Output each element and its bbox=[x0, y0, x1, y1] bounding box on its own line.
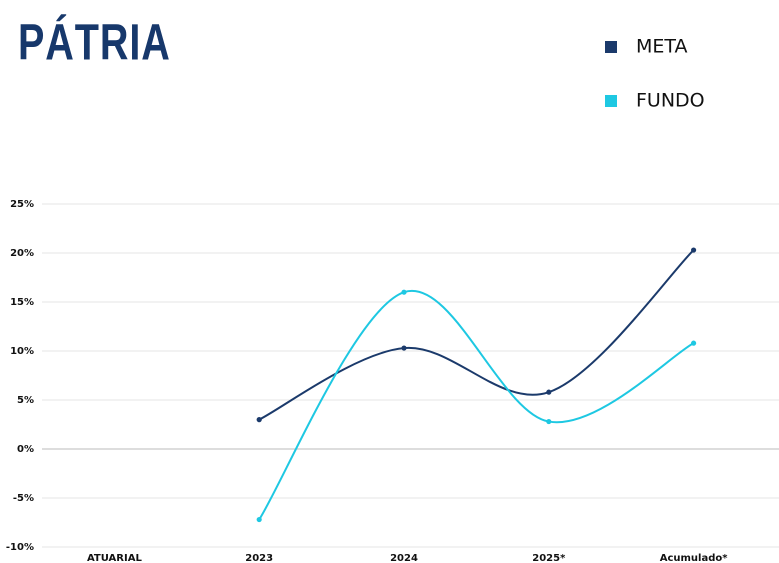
point bbox=[546, 389, 552, 395]
legend-swatch bbox=[605, 41, 617, 53]
y-tick-label: 5% bbox=[17, 395, 34, 406]
legend-label: META bbox=[636, 36, 688, 58]
y-tick-label: 10% bbox=[10, 346, 34, 357]
point bbox=[546, 418, 552, 425]
y-tick-label: 0% bbox=[17, 444, 34, 455]
legend-swatch bbox=[605, 95, 617, 107]
point bbox=[691, 247, 697, 253]
point bbox=[691, 340, 697, 346]
x-tick-label: Acumulado* bbox=[660, 553, 729, 563]
logo: PÁTRIA bbox=[18, 14, 171, 71]
legend-label: FUNDO bbox=[636, 90, 705, 112]
series-line bbox=[258, 289, 695, 521]
point bbox=[256, 516, 262, 523]
y-tick-label: 15% bbox=[10, 297, 34, 308]
series-line bbox=[258, 249, 695, 421]
y-tick-label: 25% bbox=[10, 199, 34, 210]
point bbox=[401, 289, 407, 295]
x-tick-label: 2023 bbox=[245, 553, 273, 563]
x-tick-label: 2024 bbox=[390, 553, 418, 563]
x-tick-label: 2025* bbox=[532, 553, 566, 563]
x-tick-label: ATUARIAL bbox=[87, 553, 142, 563]
y-tick-label: -10% bbox=[6, 542, 34, 553]
point bbox=[256, 417, 262, 423]
y-tick-label: 20% bbox=[10, 248, 34, 259]
y-tick-label: -5% bbox=[13, 493, 34, 504]
point bbox=[401, 345, 407, 351]
